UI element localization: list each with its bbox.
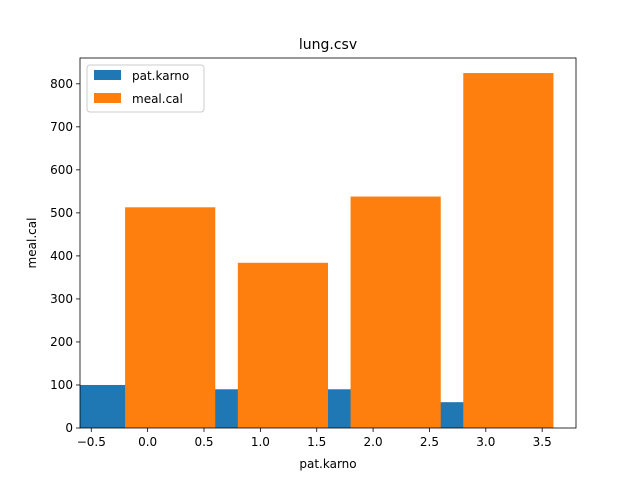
y-tick-label: 700: [50, 120, 73, 134]
x-tick-label: 2.0: [364, 435, 383, 449]
plot-area-frame: [79, 57, 577, 429]
legend-label-pat-karno: pat.karno: [132, 69, 189, 83]
y-axis-label: meal.cal: [25, 218, 39, 269]
axes-layer: −0.5 0.0 0.5 1.0 1.5 2.0 2.5 3.0 3.5 0 100 200 300 40…: [50, 77, 552, 449]
y-tick-label: 200: [50, 335, 73, 349]
y-tick-label: 800: [50, 77, 73, 91]
bar-meal-cal-2: [350, 196, 441, 428]
y-tick-label: 300: [50, 292, 73, 306]
x-tick-label: 1.5: [307, 435, 326, 449]
x-tick-label: 1.0: [251, 435, 270, 449]
legend: pat.karno meal.cal: [86, 64, 205, 113]
y-tick-label: 100: [50, 378, 73, 392]
legend-swatch-pat-karno: [94, 70, 121, 80]
bars-layer: [80, 73, 554, 428]
bar-meal-cal-1: [237, 262, 328, 428]
bar-meal-cal-3: [463, 73, 554, 428]
y-tick-label: 400: [50, 249, 73, 263]
y-tick-label: 500: [50, 206, 73, 220]
bar-meal-cal-0: [125, 207, 216, 428]
legend-label-meal-cal: meal.cal: [132, 92, 183, 106]
x-tick-label: 0.5: [194, 435, 213, 449]
y-tick-label: 600: [50, 163, 73, 177]
chart-title: lung.csv: [299, 37, 357, 53]
x-tick-label: −0.5: [77, 435, 106, 449]
x-tick-label: 3.0: [476, 435, 495, 449]
x-axis-label: pat.karno: [299, 457, 356, 471]
legend-swatch-meal-cal: [94, 93, 121, 103]
x-tick-label: 3.5: [533, 435, 552, 449]
x-tick-label: 2.5: [420, 435, 439, 449]
x-tick-label: 0.0: [138, 435, 157, 449]
y-tick-label: 0: [65, 421, 73, 435]
